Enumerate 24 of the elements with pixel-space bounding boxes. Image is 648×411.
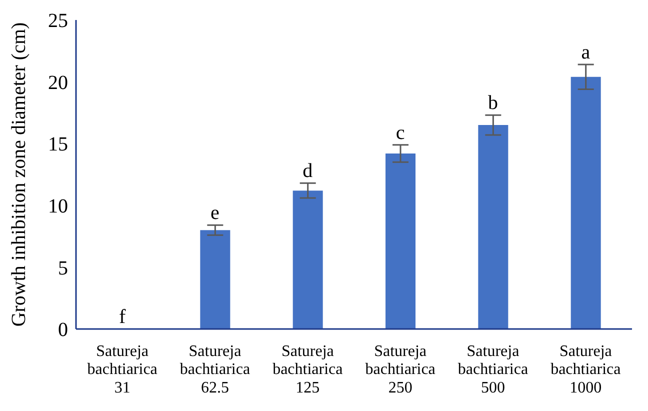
annotation: d <box>302 160 313 182</box>
bar <box>200 230 230 329</box>
annotation: c <box>396 122 405 144</box>
annotation: f <box>118 306 126 328</box>
y-axis-title: Growth inhibition zone diameter (cm) <box>8 22 30 327</box>
y-tick-label: 0 <box>58 319 68 342</box>
y-tick-label: 20 <box>48 72 68 94</box>
annotation: a <box>581 41 590 64</box>
x-tick-label: Satureja bachtiarica 500 <box>458 342 528 397</box>
y-tick-label: 25 <box>48 10 68 32</box>
bar <box>386 153 416 329</box>
bar <box>292 190 323 329</box>
annotation: e <box>210 202 220 224</box>
y-tick-label: 15 <box>48 134 68 156</box>
annotation: b <box>488 92 498 114</box>
x-tick-label: Satureja bachtiarica 62.5 <box>180 342 250 397</box>
x-tick-label: Satureja bachtiarica 125 <box>272 342 343 397</box>
x-tick-label: Satureja bachtiarica 250 <box>365 342 436 397</box>
bar <box>570 76 601 329</box>
x-tick-label: Satureja bachtiarica 31 <box>87 342 158 397</box>
y-tick-label: 10 <box>48 196 68 218</box>
y-tick-label: 5 <box>58 257 68 280</box>
bar <box>478 125 508 329</box>
x-tick-label: Satureja bachtiarica 1000 <box>550 342 621 397</box>
